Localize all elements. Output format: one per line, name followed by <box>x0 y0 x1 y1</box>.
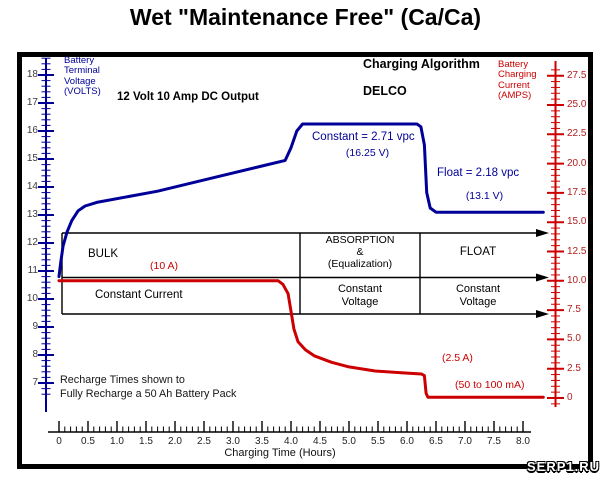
x-axis-tick-label: 6.5 <box>429 436 443 447</box>
right-axis-tick-label: 17.5 <box>567 186 587 198</box>
x-axis-tick-label: 2.0 <box>168 436 182 447</box>
x-axis-title: Charging Time (Hours) <box>224 447 336 459</box>
left-axis-tick-label: 16 <box>26 125 38 136</box>
right-arrow-icon <box>536 229 549 237</box>
x-axis-tick-label: 0 <box>56 436 62 447</box>
right-axis-title: Battery Charging Current (AMPS) <box>498 59 537 102</box>
constant-voltage-annotation: Constant = 2.71 vpc <box>312 131 415 143</box>
output-spec-label: 12 Volt 10 Amp DC Output <box>117 91 259 103</box>
charging-algorithm-label: Charging Algorithm <box>363 57 480 71</box>
brand-label: DELCO <box>363 84 407 98</box>
right-axis-tick-label: 2.5 <box>567 362 581 374</box>
phase-cell-float: FLOAT <box>459 246 497 258</box>
mode-cell-constant-voltage-float: Constant Voltage <box>455 283 501 308</box>
x-axis-tick-label: 4.0 <box>284 436 298 447</box>
left-axis-tick-label: 9 <box>32 321 38 332</box>
x-axis-tick-label: 8.0 <box>516 436 530 447</box>
right-axis-tick-label: 5.0 <box>567 333 581 345</box>
right-axis-tick-label: 0 <box>567 392 573 403</box>
left-axis-tick-label: 11 <box>27 265 38 276</box>
bulk-current-annotation: (10 A) <box>150 260 179 272</box>
right-axis-tick-label: 7.5 <box>567 304 581 316</box>
x-axis-tick-label: 4.5 <box>313 436 327 447</box>
left-axis-tick-label: 17 <box>26 97 38 108</box>
mode-cell-constant-current: Constant Current <box>95 289 183 301</box>
right-current-axis <box>547 61 564 407</box>
right-axis-tick-label: 20.0 <box>567 157 587 169</box>
right-axis-tick-label: 27.5 <box>567 69 587 81</box>
phase-cell-bulk: BULK <box>88 248 119 260</box>
right-axis-tick-label: 15.0 <box>567 216 587 228</box>
float-voltage-annotation: Float = 2.18 vpc <box>437 167 520 179</box>
right-axis-tick-label: 10.0 <box>567 274 587 286</box>
recharge-note: Recharge Times shown to Fully Recharge a… <box>60 374 237 401</box>
left-axis-tick-label: 18 <box>26 69 38 80</box>
x-axis-tick-label: 0.5 <box>81 436 95 447</box>
right-axis-tick-label: 12.5 <box>567 245 587 257</box>
left-axis-tick-label: 8 <box>32 349 38 360</box>
chart-border-frame <box>17 52 593 469</box>
x-axis-tick-label: 7.0 <box>458 436 472 447</box>
right-arrow-icon <box>536 273 549 282</box>
float-current-annotation: (50 to 100 mA) <box>455 379 525 391</box>
voltage-curve <box>57 122 545 279</box>
left-axis-title: Battery Terminal Voltage (VOLTS) <box>64 55 101 98</box>
right-axis-tick-label: 22.5 <box>567 128 587 140</box>
left-axis-tick-label: 13 <box>26 209 38 220</box>
left-axis-tick-label: 10 <box>26 293 38 304</box>
time-axis <box>48 421 531 433</box>
left-axis-tick-label: 15 <box>26 153 38 164</box>
x-axis-tick-label: 1.0 <box>110 436 124 447</box>
right-arrow-icon <box>536 310 549 318</box>
x-axis-tick-label: 7.5 <box>487 436 501 447</box>
mode-cell-constant-voltage-absorption: Constant Voltage <box>337 283 383 308</box>
page-title: Wet "Maintenance Free" (Ca/Ca) <box>129 4 482 30</box>
x-axis-tick-label: 3.0 <box>226 436 240 447</box>
left-axis-tick-label: 12 <box>26 237 38 248</box>
x-axis-tick-label: 5.5 <box>371 436 385 447</box>
left-axis-tick-label: 7 <box>32 377 38 388</box>
left-axis-tick-label: 14 <box>26 181 38 192</box>
right-axis-tick-label: 25.0 <box>567 99 587 110</box>
x-axis-tick-label: 2.5 <box>197 436 211 447</box>
float-voltage-value: (13.1 V) <box>465 190 504 202</box>
phase-cell-absorption: ABSORPTION & (Equalization) <box>325 234 395 271</box>
watermark: SERP1.RU <box>527 459 601 474</box>
absorption-end-current-annotation: (2.5 A) <box>442 352 473 364</box>
x-axis-tick-label: 6.0 <box>400 436 414 447</box>
left-voltage-axis <box>38 57 54 412</box>
current-curve <box>57 279 545 399</box>
x-axis-tick-label: 3.5 <box>255 436 269 447</box>
x-axis-tick-label: 5.0 <box>342 436 356 447</box>
constant-voltage-value: (16.25 V) <box>345 147 390 159</box>
x-axis-tick-label: 1.5 <box>139 436 153 447</box>
